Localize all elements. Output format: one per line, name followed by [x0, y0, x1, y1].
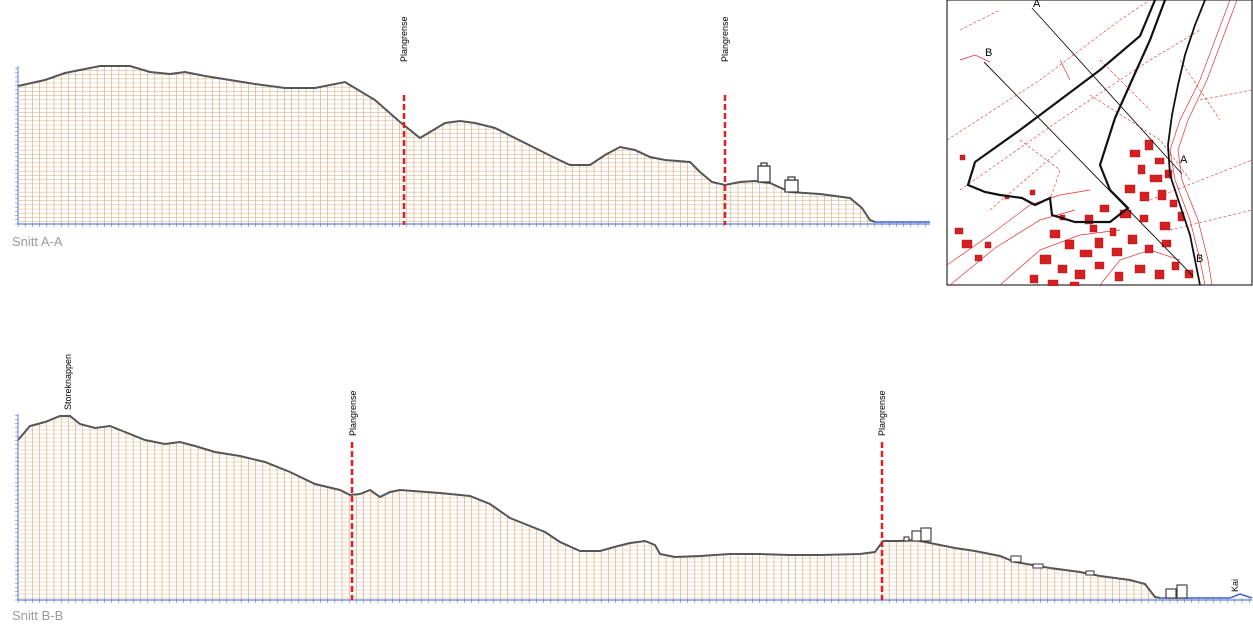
map-building — [1144, 244, 1154, 254]
map-building — [1184, 269, 1194, 279]
section-b-end-label: Kai — [1230, 579, 1240, 592]
map-building — [1074, 269, 1086, 280]
map-building — [1089, 224, 1098, 233]
map-building — [1127, 234, 1138, 245]
section-a-hatch-grid — [18, 66, 930, 224]
map-building — [1159, 221, 1171, 231]
section-a-a: Plangrense Plangrense Snitt A-A — [12, 16, 930, 249]
key-map-label-b-start: B — [985, 47, 992, 59]
map-building — [1114, 271, 1124, 282]
map-building — [1164, 169, 1173, 179]
map-building — [1079, 249, 1093, 258]
section-b-caption: Snitt B-B — [12, 608, 63, 623]
section-a-building-2 — [784, 176, 799, 193]
map-building — [961, 239, 973, 249]
key-map-coastline — [1167, 0, 1206, 286]
map-building — [1049, 229, 1061, 239]
map-building — [1144, 139, 1154, 151]
section-b-plan-boundary-label-1: Plangrense — [348, 390, 358, 436]
map-building — [1169, 199, 1178, 208]
map-building — [1111, 247, 1123, 257]
section-a-axis-ticks — [15, 68, 926, 227]
section-b-peak-label: Storeknappen — [63, 354, 73, 410]
map-building — [1157, 189, 1167, 201]
section-b-building-4 — [1085, 570, 1095, 576]
section-a-caption: Snitt A-A — [12, 234, 63, 249]
map-building — [1064, 239, 1075, 250]
section-b-axis-ticks — [15, 414, 1250, 603]
section-b-quay-building — [1165, 584, 1188, 599]
map-building — [1094, 237, 1104, 249]
map-building — [954, 227, 964, 235]
map-building — [1084, 214, 1094, 225]
map-building — [974, 254, 983, 262]
map-building — [1099, 204, 1110, 213]
key-map-frame — [946, 0, 1253, 286]
key-map-label-a-end: A — [1180, 154, 1188, 166]
map-building — [1161, 239, 1172, 248]
map-building — [1029, 274, 1039, 284]
key-map-section-line-a — [1031, 7, 1183, 175]
map-building — [959, 154, 966, 161]
map-building — [1171, 261, 1180, 271]
map-building — [984, 241, 992, 249]
section-a-terrain-profile — [17, 65, 876, 223]
section-b-building-2 — [1010, 555, 1022, 563]
map-building — [1139, 214, 1149, 223]
key-map-label-b-end: B — [1196, 253, 1203, 265]
key-map: A A B B — [946, 0, 1253, 286]
map-building — [1047, 279, 1059, 286]
map-building — [1137, 164, 1146, 175]
section-b-hatch-grid — [18, 416, 1250, 600]
map-building — [1057, 264, 1068, 274]
section-a-plan-boundary-label-2: Plangrense — [720, 16, 730, 62]
map-building — [1124, 184, 1136, 194]
map-building — [1109, 227, 1117, 237]
map-building — [1149, 174, 1163, 183]
section-a-plan-boundary-label-1: Plangrense — [399, 16, 409, 62]
map-building — [1154, 157, 1165, 165]
key-map-plan-boundary — [966, 0, 1167, 224]
section-b-plan-boundary-label-2: Plangrense — [877, 390, 887, 436]
map-building — [1039, 254, 1052, 265]
section-b-terrain-profile — [17, 415, 1161, 599]
section-b-sea-line — [1160, 593, 1253, 599]
map-building — [1029, 189, 1036, 196]
map-building — [1094, 261, 1105, 270]
map-building — [1069, 281, 1080, 286]
section-a-building-1 — [757, 162, 771, 183]
section-b-building-cluster — [903, 527, 932, 542]
section-b-building-3 — [1032, 563, 1044, 569]
map-building — [1154, 269, 1165, 280]
key-map-section-line-b — [983, 61, 1194, 277]
key-map-buildings — [954, 139, 1194, 286]
map-building — [1134, 264, 1146, 274]
map-building — [1129, 149, 1141, 158]
map-building — [1139, 191, 1150, 202]
key-map-label-a-start: A — [1033, 0, 1041, 10]
section-b-b: Storeknappen Kai Plangrense Plangrense S… — [12, 354, 1253, 623]
key-map-road-lines — [947, 0, 1238, 286]
